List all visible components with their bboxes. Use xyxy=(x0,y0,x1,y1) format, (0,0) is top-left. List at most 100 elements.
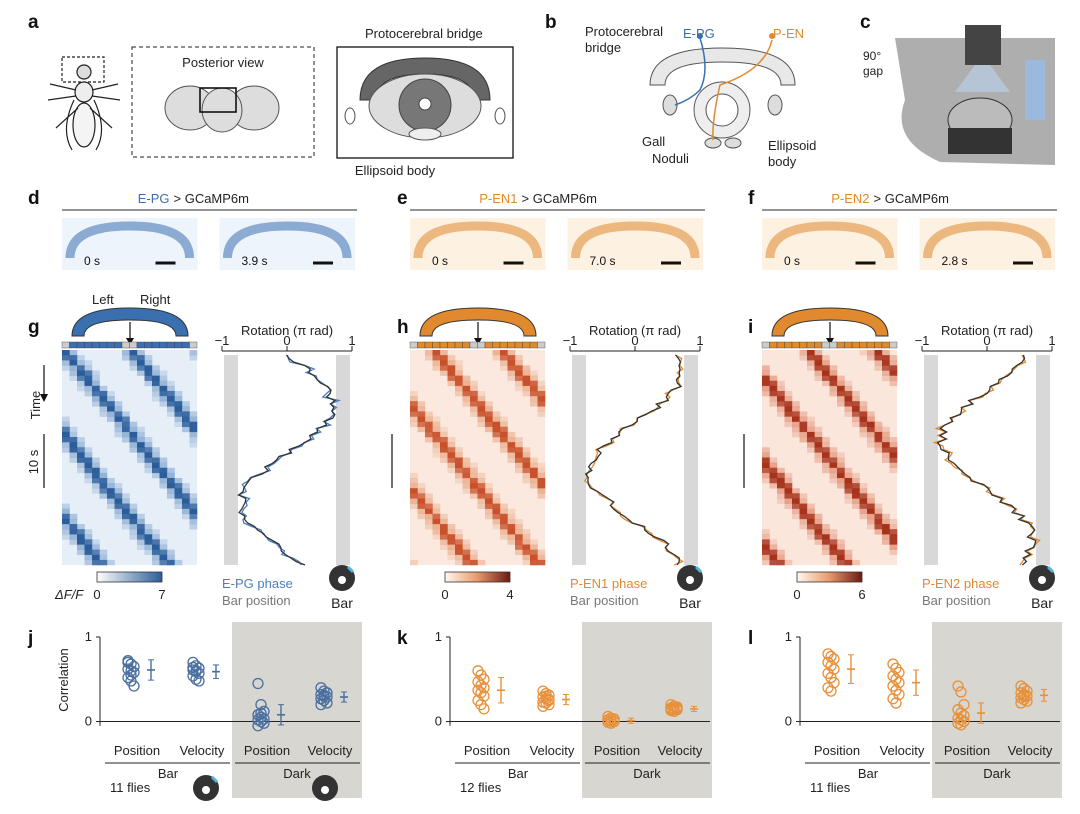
rotation-tick-label: 1 xyxy=(696,333,703,348)
glomerulus xyxy=(151,341,160,349)
heatmap-cell xyxy=(784,401,793,407)
heatmap-cell xyxy=(500,350,508,356)
heatmap-cell xyxy=(882,426,890,433)
heatmap-cell xyxy=(84,370,93,376)
heatmap-cell xyxy=(462,401,471,407)
bridge-schematic xyxy=(419,307,537,337)
heatmap-cell xyxy=(522,390,531,397)
heatmap-cell xyxy=(882,442,890,448)
data-point xyxy=(1021,690,1033,702)
data-point xyxy=(187,661,199,674)
heatmap-cell xyxy=(822,437,830,443)
heatmap-cell xyxy=(99,467,108,474)
x-category-label: Velocity xyxy=(1008,743,1053,758)
heatmap-cell xyxy=(500,508,508,515)
heatmap-cell xyxy=(455,380,463,387)
heatmap-cell xyxy=(99,488,108,494)
heatmap-cell xyxy=(522,370,531,376)
heatmap-cell xyxy=(432,524,441,530)
heatmap-cell xyxy=(889,365,898,371)
heatmap-cell xyxy=(844,406,853,412)
heatmap-cell xyxy=(152,452,160,458)
heatmap-cell xyxy=(69,365,78,371)
x-category-label: Velocity xyxy=(180,743,225,758)
heatmap-cell xyxy=(137,426,145,433)
glomerulus xyxy=(874,341,883,349)
heatmap-cell xyxy=(859,488,868,494)
heatmap-cell xyxy=(537,385,546,392)
heatmap-cell xyxy=(152,365,160,371)
heatmap-cell xyxy=(62,442,70,448)
heatmap-cell xyxy=(867,503,875,509)
heatmap-cell xyxy=(822,549,830,556)
heatmap-cell xyxy=(769,396,778,402)
heatmap-cell xyxy=(77,365,85,371)
glomerulus xyxy=(469,341,478,349)
heatmap-cell xyxy=(69,370,78,376)
heatmap-cell xyxy=(889,360,898,366)
heatmap-cell xyxy=(507,447,516,453)
heatmap-cell xyxy=(152,457,160,463)
gap-shade-right xyxy=(336,355,350,565)
heatmap-cell xyxy=(522,457,531,463)
panel-letter-l: l xyxy=(748,628,753,649)
heatmap-cell xyxy=(122,355,130,361)
heatmap-cell xyxy=(107,488,115,494)
heatmap-cell xyxy=(470,488,478,494)
heatmap-cell xyxy=(84,472,93,479)
heatmap-cell xyxy=(440,518,448,525)
heatmap-cell xyxy=(144,370,153,376)
ball-holder xyxy=(948,128,1012,154)
heatmap-cell xyxy=(882,370,890,376)
heatmap-cell xyxy=(189,498,198,504)
heatmap-cell xyxy=(425,508,433,515)
rotation-tick-label: 0 xyxy=(283,333,290,348)
heatmap-cell xyxy=(784,483,793,489)
heatmap-cell xyxy=(777,396,785,402)
imaging-panel-3: P-EN2 > GCaMP6m 0 s 2.8 s xyxy=(762,191,1057,270)
glomerulus xyxy=(484,341,493,349)
heatmap-cell xyxy=(84,549,93,556)
heatmap-cell xyxy=(859,483,868,489)
heatmap-cell xyxy=(477,559,486,566)
heatmap-cell xyxy=(425,503,433,509)
heatmap-cell xyxy=(537,406,546,412)
heatmap-cell xyxy=(144,534,153,540)
heatmap-cell xyxy=(77,442,85,448)
heatmap-cell xyxy=(844,488,853,494)
heatmap-cell xyxy=(447,554,456,561)
heatmap-cell xyxy=(425,524,433,530)
heatmap-cell xyxy=(530,401,538,407)
heatmap-cell xyxy=(62,529,70,535)
heatmap-cell xyxy=(114,483,123,489)
rotation-title: Rotation (π rad) xyxy=(241,323,333,338)
heatmap-cell xyxy=(814,355,823,361)
heatmap-cell xyxy=(889,529,898,535)
heatmap-cell xyxy=(410,472,418,479)
heatmap-cell xyxy=(137,534,145,540)
bar-stimulus-icon xyxy=(346,565,355,574)
heatmap-cell xyxy=(462,549,471,556)
heatmap-cell xyxy=(159,401,168,407)
heatmap-cell xyxy=(777,390,785,397)
heatmap-cell xyxy=(432,350,441,356)
heatmap-cell xyxy=(500,518,508,525)
heatmap-cell xyxy=(537,390,546,397)
panel-letter-a: a xyxy=(28,12,39,33)
data-point xyxy=(190,665,202,677)
heatmap-cell xyxy=(182,401,190,407)
scale-label: 10 s xyxy=(26,449,41,474)
gap-shade-right xyxy=(1036,355,1050,565)
data-point xyxy=(193,662,205,674)
bar-stimulus-icon xyxy=(694,565,703,574)
group-label-dark: Dark xyxy=(283,766,311,781)
heatmap-cell xyxy=(477,401,486,407)
colorbar-min: 0 xyxy=(93,587,100,602)
heatmap-cell xyxy=(122,350,130,356)
heatmap-cell xyxy=(167,385,175,392)
correlation-row: 1 0 Correlation Position Velocity Position Vel… xyxy=(56,622,1062,801)
heatmap-cell xyxy=(874,518,883,525)
glomerulus xyxy=(447,341,456,349)
glomerulus xyxy=(851,341,860,349)
